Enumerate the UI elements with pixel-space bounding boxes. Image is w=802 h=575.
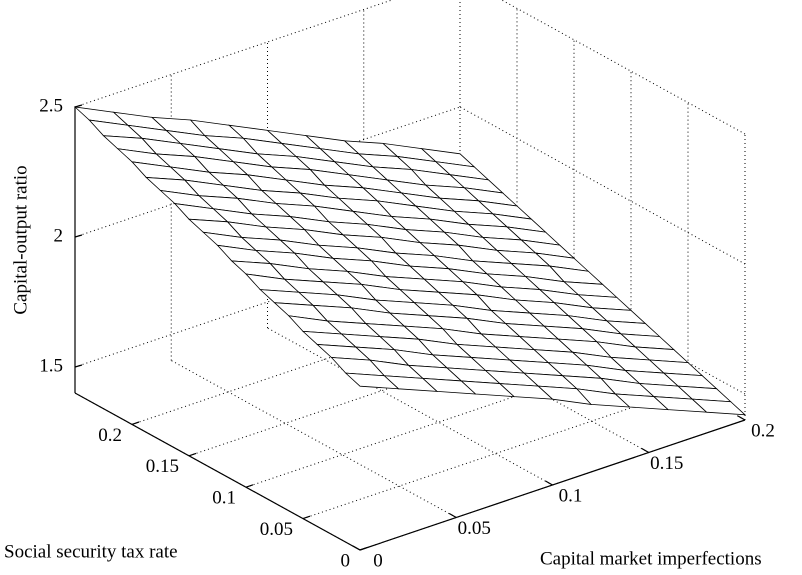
tick-mark [737, 415, 746, 421]
y-tick-label: 0.05 [260, 519, 293, 540]
y-tick-label: 0.2 [98, 425, 122, 446]
x-tick-label: 0.05 [458, 518, 491, 539]
x-tick-label: 0.15 [650, 453, 683, 474]
z-axis-label: Capital-output ratio [10, 165, 31, 314]
tick-mark [545, 480, 553, 486]
tick-mark [131, 421, 140, 425]
grid-line [302, 388, 689, 520]
tick-mark [188, 452, 197, 457]
grid-line [500, 0, 746, 135]
surface-cell [344, 372, 400, 390]
tick-mark [352, 545, 361, 551]
y-tick-label: 0.15 [146, 456, 179, 477]
tick-mark [74, 234, 83, 238]
z-tick-label: 2 [54, 225, 64, 246]
x-tick-label: 0.2 [751, 420, 775, 441]
tick-mark [74, 104, 83, 108]
grid-line [74, 0, 394, 108]
x-tick-label: 0.1 [559, 485, 583, 506]
tick-mark [448, 512, 457, 519]
y-tick-label: 0.1 [212, 488, 236, 509]
y-tick-label: 0 [341, 550, 351, 571]
x-tick-label: 0 [373, 550, 383, 571]
z-tick-label: 1.5 [39, 355, 63, 376]
z-tick-label: 2.5 [39, 95, 63, 116]
y-axis [74, 392, 361, 551]
tick-mark [74, 364, 83, 368]
y-axis-label: Social security tax rate [4, 541, 178, 562]
tick-mark [245, 484, 254, 488]
tick-mark [641, 447, 650, 454]
tick-mark [302, 515, 311, 520]
tick-mark [359, 547, 368, 551]
x-axis-label: Capital market imperfections [540, 548, 762, 569]
